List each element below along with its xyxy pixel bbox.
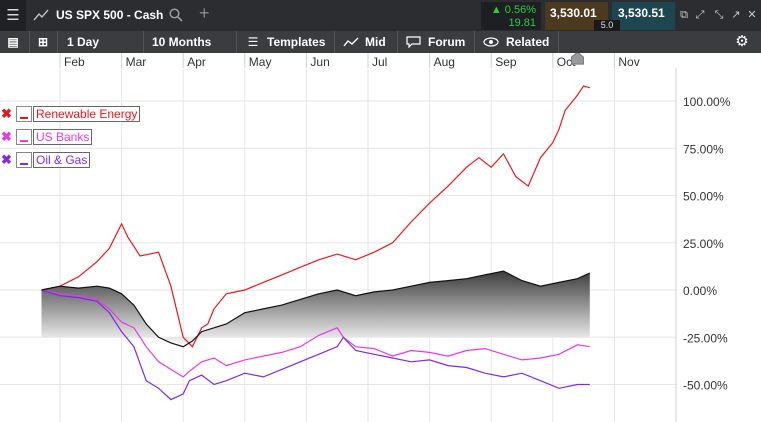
templates-icon: ☰ <box>247 35 259 49</box>
instrument-name[interactable]: US SPX 500 - Cash <box>56 8 164 22</box>
x-tick-label: Feb <box>64 55 85 69</box>
close-icon[interactable]: ✕ <box>747 9 757 21</box>
interval-selector[interactable]: 1 Day <box>67 35 100 49</box>
popout-icon[interactable]: ↗ <box>731 9 741 21</box>
forum-icon <box>406 36 421 48</box>
y-tick-label: -25.00% <box>683 331 728 345</box>
remove-series-icon[interactable]: ✖ <box>1 106 12 121</box>
search-icon[interactable] <box>169 8 183 22</box>
series-lines <box>41 85 591 401</box>
line-type-icon <box>343 37 359 47</box>
ask-price: 3,530.51 <box>618 6 665 20</box>
change-percent: ▲ 0.56% <box>490 4 536 16</box>
x-tick-label: Sep <box>495 55 517 69</box>
x-tick-label: Apr <box>187 55 206 69</box>
grid-layout-icon[interactable]: ⊞ <box>37 35 49 49</box>
price-type-selector[interactable]: Mid <box>365 35 386 49</box>
y-tick-label: -50.00% <box>683 379 728 393</box>
menu-icon[interactable]: ☰ <box>0 0 26 31</box>
series-line-index[interactable] <box>41 270 591 348</box>
chart-toolbar: ▤ ⊞ 1 Day 10 Months ☰ Templates Mid Foru… <box>0 31 761 53</box>
x-tick-label: May <box>249 55 272 69</box>
restore-icon[interactable]: ⧉ <box>680 9 688 21</box>
legend-label: Oil & Gas <box>33 152 91 168</box>
price-chart[interactable]: Feb Mar Apr May Jun Jul Aug Sep Oct Nov 100.00%75… <box>0 53 761 422</box>
expand-icon[interactable]: ⤢ <box>695 9 705 21</box>
legend-label: US Banks <box>33 129 93 145</box>
range-selector[interactable]: 10 Months <box>152 35 212 49</box>
current-value-marker[interactable] <box>570 53 584 65</box>
eye-icon <box>483 37 499 47</box>
settings-gear-icon[interactable]: ⚙ <box>735 33 749 50</box>
remove-series-icon[interactable]: ✖ <box>1 152 12 167</box>
x-tick-label: Aug <box>434 55 455 69</box>
series-style-swatch[interactable] <box>16 129 32 145</box>
x-axis-band <box>0 53 761 69</box>
list-view-icon[interactable]: ▤ <box>7 35 19 49</box>
y-tick-label: 0.00% <box>683 284 717 298</box>
series-style-swatch[interactable] <box>16 152 32 168</box>
remove-series-icon[interactable]: ✖ <box>1 129 12 144</box>
price-change: ▲ 0.56% 19.81 <box>481 2 541 30</box>
x-tick-label: Jul <box>372 55 387 69</box>
series-style-swatch[interactable] <box>16 106 32 122</box>
shrink-icon[interactable]: ⤡ <box>714 9 724 21</box>
related-button[interactable]: Related <box>506 35 550 49</box>
spread-value: 5.0 <box>594 20 620 31</box>
series-line-2[interactable] <box>41 289 590 401</box>
y-tick-label: 50.00% <box>683 190 724 204</box>
legend-label: Renewable Energy <box>33 106 141 122</box>
y-axis: 100.00% 75.00% 50.00% 25.00% 0.00% -25.00% -50… <box>675 68 731 422</box>
line-chart-icon <box>33 9 49 21</box>
buy-price-button[interactable]: 3,530.51 <box>612 2 675 30</box>
bid-price: 3,530.01 <box>550 6 597 20</box>
change-absolute: 19.81 <box>508 17 536 29</box>
title-bar: ☰ US SPX 500 - Cash + ▲ 0.56% 19.81 3,53… <box>0 0 761 31</box>
templates-button[interactable]: Templates <box>267 35 326 49</box>
current-marker <box>570 53 584 65</box>
series-line-0[interactable] <box>41 85 590 348</box>
y-tick-label: 25.00% <box>683 237 724 251</box>
y-tick-label: 75.00% <box>683 142 724 156</box>
sell-price-button[interactable]: 3,530.01 <box>545 2 608 30</box>
x-tick-label: Jun <box>310 55 329 69</box>
series-line-1[interactable] <box>41 289 590 378</box>
index-area-fill <box>41 271 590 347</box>
index-area <box>41 271 590 347</box>
add-tab-icon[interactable]: + <box>199 3 210 23</box>
x-axis: Feb Mar Apr May Jun Jul Aug Sep Oct Nov <box>0 53 761 69</box>
x-tick-label: Mar <box>126 55 147 69</box>
y-tick-label: 100.00% <box>683 95 731 109</box>
forum-button[interactable]: Forum <box>428 35 466 49</box>
x-tick-label: Nov <box>618 55 639 69</box>
